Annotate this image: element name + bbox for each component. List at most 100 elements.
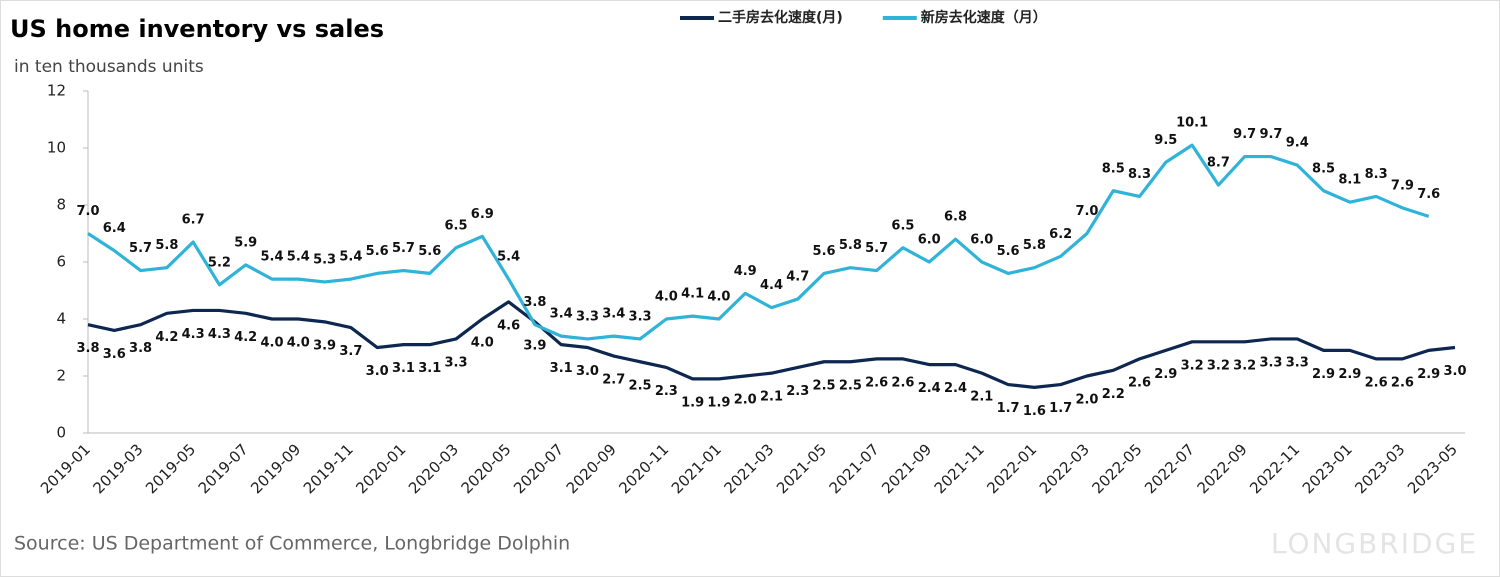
chart-title: US home inventory vs sales (10, 15, 384, 43)
data-label: 2.6 (891, 375, 914, 390)
data-label: 3.2 (1233, 358, 1256, 373)
data-label: 2.5 (813, 378, 836, 393)
data-label: 3.3 (1286, 355, 1309, 370)
data-label: 6.7 (182, 213, 205, 228)
data-label: 4.0 (471, 336, 494, 351)
data-label: 2.6 (865, 375, 888, 390)
data-label: 2.9 (1417, 367, 1440, 382)
data-label: 5.4 (339, 250, 362, 265)
data-label: 3.4 (550, 307, 573, 322)
data-label: 4.7 (786, 270, 809, 285)
data-label: 4.4 (760, 278, 783, 293)
data-label: 3.0 (1443, 364, 1466, 379)
y-tick-label: 12 (47, 82, 66, 100)
data-label: 3.9 (523, 338, 546, 353)
y-tick-label: 8 (56, 196, 66, 214)
data-label: 5.6 (813, 244, 836, 259)
data-label: 7.0 (1075, 204, 1098, 219)
data-label: 8.5 (1102, 161, 1125, 176)
data-label: 3.1 (392, 361, 415, 376)
data-label: 4.6 (497, 318, 520, 333)
data-label: 6.9 (471, 207, 494, 222)
data-label: 6.5 (891, 218, 914, 233)
data-label: 3.8 (523, 295, 546, 310)
data-label: 3.8 (129, 341, 152, 356)
data-label: 3.3 (629, 309, 652, 324)
data-label: 2.4 (918, 381, 941, 396)
data-label: 1.9 (707, 395, 730, 410)
data-label: 2.0 (1075, 393, 1098, 408)
data-label: 5.3 (313, 252, 336, 267)
data-label: 2.6 (1128, 375, 1151, 390)
data-label: 6.5 (445, 218, 468, 233)
data-label: 2.3 (655, 384, 678, 399)
data-label: 3.0 (366, 364, 389, 379)
data-label: 3.9 (313, 338, 336, 353)
data-label: 6.4 (103, 221, 126, 236)
data-label: 1.9 (681, 395, 704, 410)
data-label: 7.6 (1417, 187, 1440, 202)
y-tick-label: 6 (56, 253, 66, 271)
data-label: 4.2 (155, 330, 178, 345)
data-label: 6.0 (918, 233, 941, 248)
data-label: 2.7 (602, 373, 625, 388)
legend-label: 新房去化速度（月） (921, 9, 1047, 26)
data-label: 3.3 (445, 355, 468, 370)
data-label: 3.1 (418, 361, 441, 376)
data-label: 3.6 (103, 347, 126, 362)
data-label: 9.5 (1154, 133, 1177, 148)
data-label: 3.1 (550, 361, 573, 376)
data-label: 5.6 (997, 244, 1020, 259)
data-label: 1.7 (1049, 401, 1072, 416)
data-label: 1.6 (1023, 404, 1046, 419)
watermark: LONGBRIDGE (1271, 527, 1478, 560)
data-label: 2.5 (629, 378, 652, 393)
data-label: 2.2 (1102, 387, 1125, 402)
data-label: 4.0 (707, 290, 730, 305)
data-label: 3.4 (602, 307, 625, 322)
series-line (87, 143, 1430, 341)
data-label: 5.6 (418, 244, 441, 259)
data-label: 2.5 (839, 378, 862, 393)
data-label: 4.0 (261, 336, 284, 351)
data-label: 4.0 (287, 336, 310, 351)
data-label: 5.4 (261, 250, 284, 265)
data-label: 9.7 (1259, 127, 1282, 142)
source: Source: US Department of Commerce, Longb… (14, 533, 570, 555)
data-label: 5.4 (497, 250, 520, 265)
y-tick-label: 10 (47, 139, 66, 157)
data-label: 5.7 (865, 241, 888, 256)
data-label: 8.7 (1207, 156, 1230, 171)
data-label: 9.4 (1286, 136, 1309, 151)
data-label: 3.3 (576, 309, 599, 324)
data-label: 3.7 (339, 344, 362, 359)
data-label: 3.8 (76, 341, 99, 356)
data-label: 5.2 (208, 255, 231, 270)
data-label: 2.9 (1312, 367, 1335, 382)
data-label: 5.8 (1023, 238, 1046, 253)
data-label: 3.3 (1259, 355, 1282, 370)
data-label: 2.1 (760, 390, 783, 405)
data-label: 5.7 (129, 241, 152, 256)
data-label: 5.4 (287, 250, 310, 265)
data-label: 5.6 (366, 244, 389, 259)
data-label: 3.0 (576, 364, 599, 379)
data-label: 5.7 (392, 241, 415, 256)
series-line (87, 300, 1456, 389)
subtitle: in ten thousands units (14, 57, 204, 77)
data-label: 5.8 (155, 238, 178, 253)
data-label: 4.1 (681, 287, 704, 302)
data-label: 2.1 (970, 390, 993, 405)
data-label: 8.3 (1128, 167, 1151, 182)
data-label: 6.8 (944, 210, 967, 225)
data-label: 3.2 (1181, 358, 1204, 373)
data-label: 9.7 (1233, 127, 1256, 142)
data-label: 4.9 (734, 264, 757, 279)
data-label: 1.7 (997, 401, 1020, 416)
data-label: 2.4 (944, 381, 967, 396)
data-label: 2.6 (1365, 375, 1388, 390)
data-label: 4.2 (234, 330, 257, 345)
data-label: 8.5 (1312, 161, 1335, 176)
data-label: 2.0 (734, 393, 757, 408)
